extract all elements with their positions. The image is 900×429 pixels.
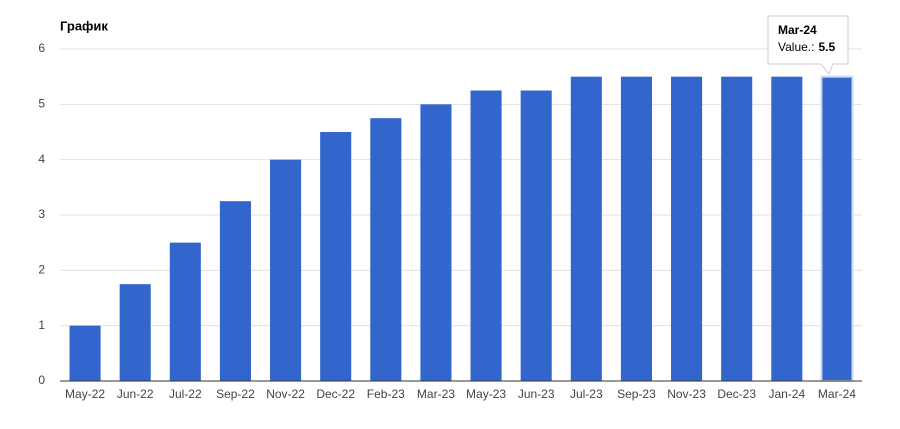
bar (671, 76, 703, 382)
bar (169, 242, 201, 381)
bar (320, 132, 352, 381)
bar (370, 118, 402, 382)
bar (771, 76, 803, 382)
chart-title: График (60, 18, 108, 33)
x-tick-label: Sep-23 (617, 387, 656, 401)
y-tick-label: 2 (38, 263, 45, 277)
x-tick-label: Sep-22 (216, 387, 255, 401)
y-tick-label: 0 (38, 373, 45, 387)
x-tick-label: Jul-23 (570, 387, 603, 401)
x-tick-label: Jan-24 (768, 387, 805, 401)
y-tick-label: 4 (38, 152, 45, 166)
bar (570, 76, 602, 382)
y-tick-label: 5 (38, 97, 45, 111)
x-tick-label: Nov-22 (266, 387, 305, 401)
tooltip-title: Mar-24 (778, 23, 817, 37)
x-tick-label: Jun-23 (518, 387, 555, 401)
x-tick-label: Feb-23 (367, 387, 405, 401)
y-tick-label: 6 (38, 41, 45, 55)
tooltip-label: Value.: (778, 40, 814, 54)
x-tick-label: Nov-23 (667, 387, 706, 401)
bar (420, 104, 452, 381)
x-tick-label: Dec-23 (717, 387, 756, 401)
x-tick-label: Jul-22 (169, 387, 202, 401)
tooltip-box (767, 15, 849, 75)
y-tick-label: 1 (38, 318, 45, 332)
bar (69, 325, 101, 381)
tooltip: Mar-24 Value.: 5.5 (767, 15, 849, 75)
tooltip-body: Value.: 5.5 (778, 40, 835, 54)
x-tick-label: Jun-22 (117, 387, 154, 401)
x-tick-label: Mar-24 (818, 387, 856, 401)
bar (721, 76, 753, 382)
bar (620, 76, 652, 382)
x-tick-label: Mar-23 (417, 387, 455, 401)
x-tick-label: May-23 (466, 387, 506, 401)
bar (470, 90, 502, 381)
bar (119, 284, 151, 381)
bar (820, 75, 854, 383)
bar (520, 90, 552, 381)
tooltip-value: 5.5 (818, 40, 835, 54)
y-tick-label: 3 (38, 207, 45, 221)
x-tick-label: Dec-22 (316, 387, 355, 401)
x-tick-label: May-22 (65, 387, 105, 401)
bar (219, 201, 251, 381)
bar (270, 159, 302, 381)
